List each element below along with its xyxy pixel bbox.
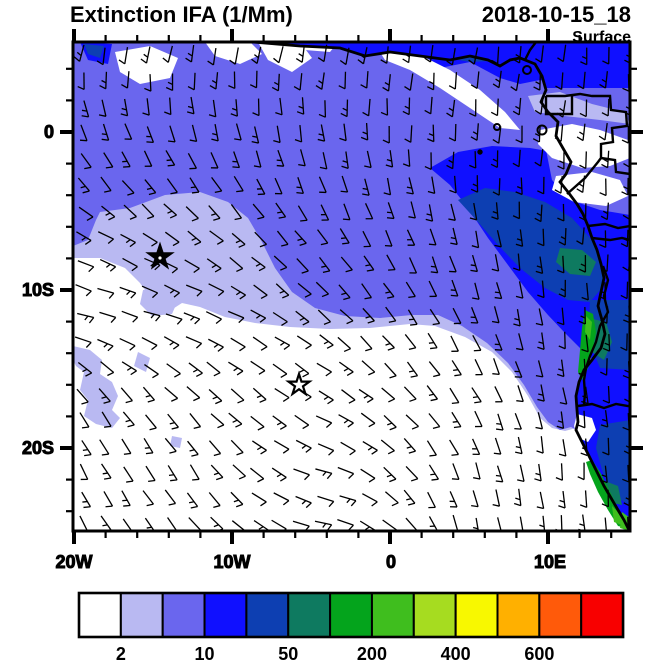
contour-region [84,44,104,58]
country-border [587,222,630,230]
x-axis-label: 10W [213,552,250,572]
country-border [577,402,630,410]
colorbar-box [329,592,373,638]
contour-region [538,124,630,168]
country-border [546,92,629,195]
colorbar-label: 400 [441,644,471,664]
contour-fills [73,42,630,531]
colorbar-box [496,592,541,638]
contour-region [73,346,120,428]
colorbar-box [203,592,248,638]
contour-region [458,188,604,302]
contour-region [258,42,312,72]
station-marker-star-open [285,370,313,397]
contour-region [596,420,630,505]
colorbar-box [580,592,625,638]
star-center-dot [158,256,162,260]
coastlines-borders [252,42,630,531]
island-outline [522,65,532,75]
contour-region [585,316,592,340]
colorbar-label: 600 [524,644,554,664]
wind-barbs [73,44,630,531]
colorbar-label: 200 [357,644,387,664]
colorbar-box [370,592,415,638]
colorbar-box [245,592,290,638]
island-outline [536,124,548,136]
map-area [73,42,630,531]
country-border [582,265,610,405]
colorbar-box [161,592,206,638]
level-label: Surface [572,29,631,46]
axes: 20W 10W 0 10E 0 10S 20S [21,29,643,573]
x-axis-label: 10E [534,552,566,572]
y-axis-label: 10S [22,280,54,300]
colorbar-box [287,592,332,638]
colorbar-label: 2 [116,644,126,664]
island-dot [477,149,483,155]
station-marker-star-filled [145,241,175,270]
y-axis-label: 20S [22,438,54,458]
plot-title: Extinction IFA (1/Mm) [70,2,293,27]
contour-region [205,42,262,64]
colorbar-box [454,592,499,638]
island-outline [493,123,501,131]
colorbar-frame [77,591,625,639]
country-border [600,156,630,176]
contour-region [528,92,630,124]
x-axis-label: 0 [386,552,396,572]
contour-region [115,46,178,84]
contour-region [140,288,178,316]
x-axis-label: 20W [55,552,92,572]
colorbar-label: 10 [195,644,215,664]
contour-region [380,52,520,130]
colorbar-box [538,592,583,638]
contour-region [73,42,630,440]
map-frame [71,40,632,533]
country-border [544,96,574,116]
colorbar: 2 10 50 200 400 600 [77,591,625,664]
country-border [523,42,537,61]
plot-datetime: 2018-10-15_18 [481,2,631,27]
colorbar-label: 50 [278,644,298,664]
contour-region [170,436,182,448]
contour-region [134,352,150,372]
colorbar-box [412,592,457,638]
y-axis-label: 0 [44,122,54,142]
colorbar-box [119,592,164,638]
country-border [591,236,630,242]
colorbar-box [78,592,122,638]
